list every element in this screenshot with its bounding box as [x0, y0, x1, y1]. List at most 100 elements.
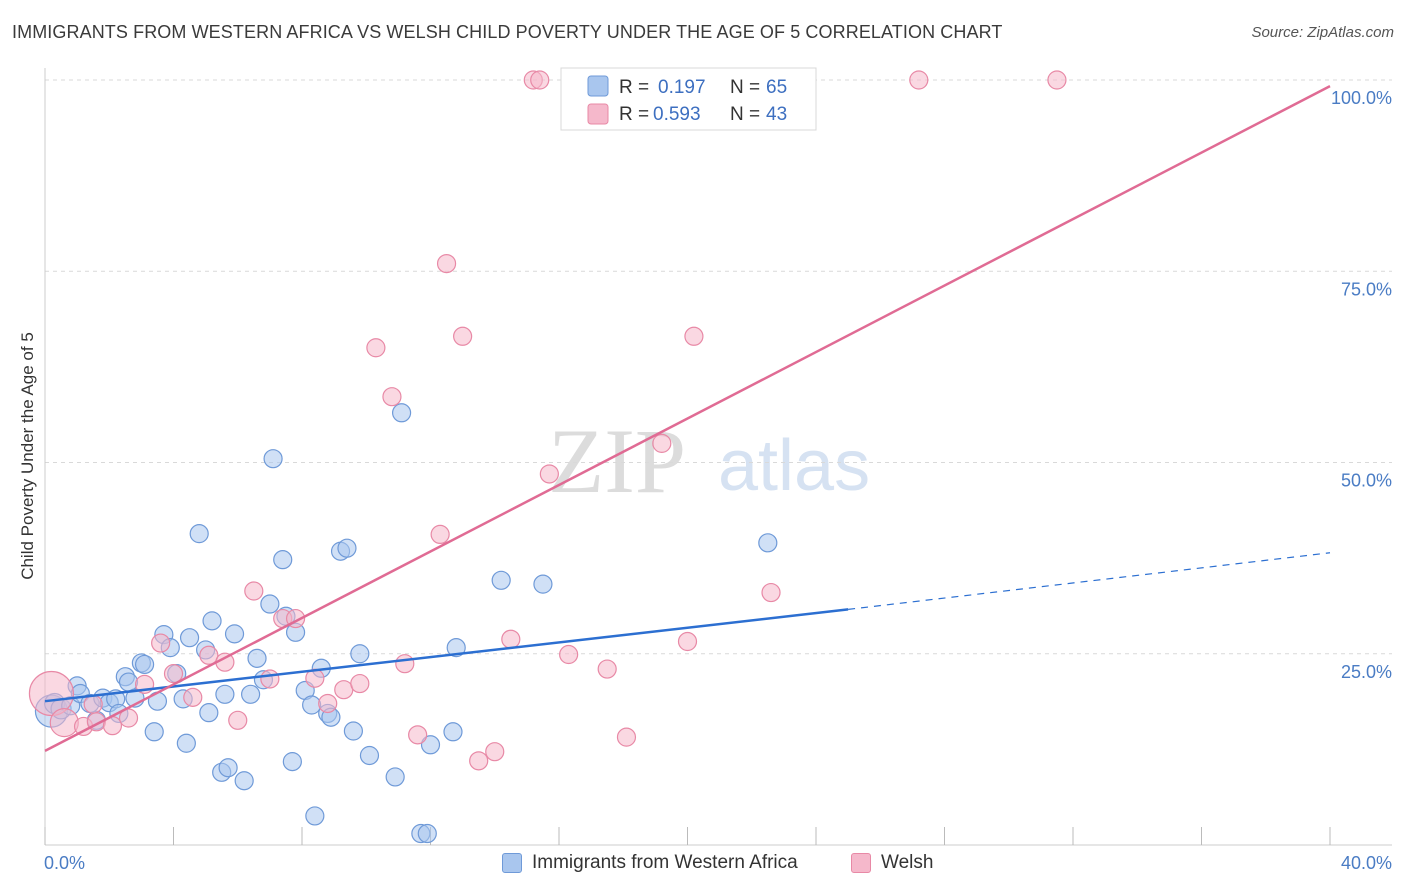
point-blue-37	[260, 594, 280, 614]
point-pink-24	[395, 654, 415, 674]
point-pink-13	[228, 710, 248, 730]
trend-line-pink	[44, 85, 1331, 753]
point-blue-45	[305, 806, 325, 826]
y-axis-label: Child Poverty Under the Age of 5	[18, 332, 37, 580]
point-blue-39	[273, 550, 293, 570]
point-pink-1	[49, 707, 79, 738]
point-blue-41	[282, 752, 302, 772]
chart-title: IMMIGRANTS FROM WESTERN AFRICA VS WELSH …	[12, 22, 1003, 42]
point-blue-52	[350, 644, 370, 664]
point-pink-30	[485, 742, 505, 762]
point-blue-25	[189, 524, 209, 544]
legend-swatch-western-africa	[502, 853, 522, 873]
watermark: ZIP atlas	[548, 410, 870, 512]
point-pink-43	[1047, 70, 1067, 90]
point-blue-33	[234, 771, 254, 791]
legend-item-welsh: Welsh	[851, 852, 933, 874]
point-pink-38	[652, 433, 672, 453]
point-blue-32	[224, 624, 245, 644]
y-tick-label-50: 50.0%	[1341, 471, 1392, 491]
watermark-zip: ZIP	[548, 410, 686, 512]
point-pink-40	[684, 326, 704, 346]
point-pink-3	[83, 694, 103, 714]
point-blue-57	[417, 823, 437, 844]
point-pink-11	[199, 645, 219, 665]
y-tick-label-100: 100.0%	[1331, 88, 1392, 108]
point-blue-61	[491, 570, 511, 590]
trend-line-blue	[44, 608, 849, 703]
point-pink-27	[436, 254, 457, 274]
trend-lines	[44, 85, 1331, 753]
point-pink-8	[151, 633, 171, 653]
point-blue-30	[215, 684, 235, 704]
legend-swatch-blue	[587, 75, 609, 97]
data-points	[28, 70, 1067, 844]
point-blue-53	[359, 745, 380, 766]
point-pink-33	[530, 70, 550, 90]
point-blue-44	[302, 695, 322, 715]
x-tick-label-min: 0.0%	[44, 853, 85, 873]
point-pink-37	[616, 727, 637, 747]
point-blue-17	[144, 722, 164, 742]
point-blue-28	[202, 611, 222, 631]
point-blue-38	[263, 449, 283, 469]
source-label: Source: ZipAtlas.com	[1251, 24, 1394, 41]
legend-label-western-africa: Immigrants from Western Africa	[532, 852, 798, 873]
point-blue-24	[179, 628, 200, 648]
legend-n-label-2: N =	[730, 104, 760, 125]
point-blue-31	[218, 758, 238, 778]
legend-swatch-welsh	[851, 853, 871, 873]
legend-swatch-pink	[587, 103, 609, 125]
point-blue-62	[533, 574, 553, 594]
point-pink-26	[430, 524, 450, 545]
point-blue-51	[343, 721, 363, 741]
x-tick-label-max: 40.0%	[1341, 853, 1392, 873]
legend-r-value-1: 0.197	[658, 77, 706, 98]
point-pink-23	[382, 387, 402, 407]
point-pink-9	[163, 664, 184, 684]
point-blue-34	[241, 684, 261, 704]
y-tick-label-75: 75.0%	[1341, 279, 1392, 299]
point-pink-25	[408, 725, 428, 745]
point-blue-63	[758, 533, 778, 553]
gridlines	[45, 79, 1392, 655]
point-pink-22	[366, 338, 386, 358]
point-pink-14	[244, 581, 264, 601]
point-pink-41	[761, 582, 781, 603]
legend-r-value-2: 0.593	[653, 104, 701, 125]
y-tick-labels: 25.0% 50.0% 75.0% 100.0%	[1331, 88, 1392, 682]
point-pink-0	[28, 670, 75, 717]
point-pink-36	[597, 659, 617, 679]
point-pink-29	[469, 751, 489, 771]
point-blue-54	[391, 403, 412, 423]
point-pink-20	[334, 680, 354, 700]
point-blue-35	[247, 648, 267, 668]
legend-r-label-1: R =	[619, 77, 649, 98]
point-pink-21	[350, 673, 370, 694]
point-blue-23	[176, 733, 196, 753]
point-pink-28	[453, 326, 473, 346]
point-pink-19	[318, 693, 338, 714]
stats-legend: R = 0.197 N = 65 R = 0.593 N = 43	[560, 67, 817, 131]
point-blue-27	[199, 703, 219, 723]
point-pink-31	[501, 629, 521, 649]
point-pink-42	[909, 70, 929, 90]
legend-r-label-2: R =	[619, 104, 649, 125]
point-pink-15	[260, 669, 280, 689]
point-pink-34	[539, 464, 559, 484]
point-blue-50	[337, 538, 357, 558]
x-tick-labels: 0.0% 40.0%	[44, 853, 1392, 873]
point-blue-58	[420, 735, 441, 755]
point-pink-39	[677, 631, 698, 652]
legend-n-value-2: 43	[766, 104, 787, 125]
point-pink-35	[559, 644, 579, 665]
y-tick-label-25: 25.0%	[1341, 662, 1392, 682]
point-blue-60	[446, 638, 466, 658]
legend-n-value-1: 65	[766, 77, 787, 98]
legend-n-label-1: N =	[730, 77, 760, 98]
legend-label-welsh: Welsh	[881, 852, 934, 873]
point-blue-16	[134, 654, 155, 675]
point-blue-55	[385, 767, 405, 787]
bottom-legend: Immigrants from Western Africa Welsh	[0, 852, 1406, 878]
